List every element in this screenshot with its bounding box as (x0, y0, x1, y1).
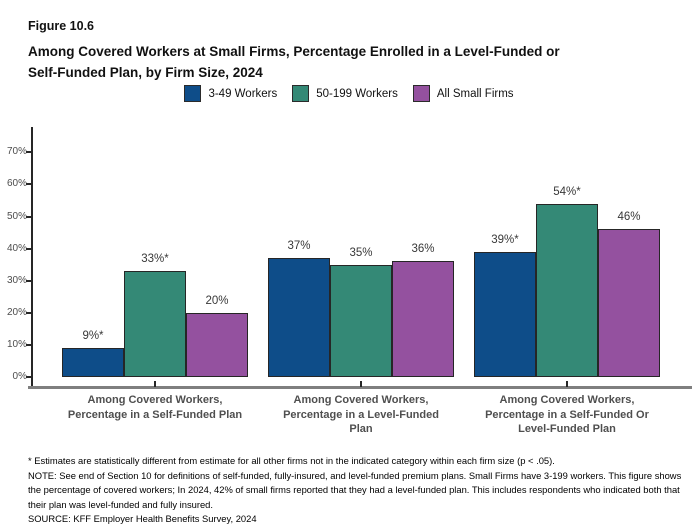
y-axis-tick-label: 30% (6, 274, 27, 286)
bar-3-49-workers-group-2 (268, 258, 330, 377)
y-axis-tick-mark (26, 183, 31, 186)
legend-swatch-50-199-workers (292, 85, 310, 102)
figure-number: Figure 10.6 (28, 19, 94, 33)
bar-value-label: 35% (349, 246, 373, 259)
legend-item-50-199-workers: 50-199 Workers (292, 85, 398, 102)
legend-label: 3-49 Workers (208, 87, 278, 100)
bar-value-label: 9%* (82, 330, 104, 343)
y-axis-tick-label: 10% (6, 338, 27, 350)
legend-item-all-small-firms: All Small Firms (412, 85, 514, 102)
x-axis-tick-mark (566, 381, 568, 387)
chart-legend: 3-49 Workers 50-199 Workers All Small Firm… (0, 85, 698, 102)
legend-swatch-3-49-workers (184, 85, 202, 102)
y-axis-tick-mark (26, 215, 31, 218)
legend-label: 50-199 Workers (316, 87, 398, 100)
footnotes: * Estimates are statistically different … (28, 454, 686, 525)
bar-value-label: 33%* (141, 253, 169, 266)
bar-value-label: 37% (287, 240, 311, 253)
y-axis-tick-label: 40% (6, 242, 27, 254)
chart-header: Figure 10.6 Among Covered Workers at Sma… (28, 19, 668, 83)
bar-50-199-workers-group-2 (330, 264, 392, 377)
bar-50-199-workers-group-3 (536, 203, 598, 377)
y-axis-tick-label: 20% (6, 306, 27, 318)
legend-swatch-all-small-firms (412, 85, 430, 102)
bar-50-199-workers-group-1 (124, 271, 186, 377)
y-axis-tick-mark (26, 247, 31, 250)
bar-value-label: 54%* (553, 185, 581, 198)
chart-title: Among Covered Workers at Small Firms, Pe… (28, 41, 668, 83)
chart-title-line-1: Among Covered Workers at Small Firms, Pe… (28, 44, 560, 59)
bar-value-label: 46% (617, 211, 641, 224)
bar-3-49-workers-group-1 (62, 348, 124, 377)
x-axis-label-group-2: Among Covered Workers, Percentage in a L… (283, 394, 439, 435)
footnote-source: SOURCE: KFF Employer Health Benefits Sur… (28, 513, 257, 525)
bar-value-label: 36% (411, 243, 435, 256)
chart-title-line-2: Self-Funded Plan, by Firm Size, 2024 (28, 65, 263, 80)
bar-all-small-firms-group-2 (392, 261, 454, 377)
bar-value-label: 39%* (491, 233, 519, 246)
x-axis-line (28, 386, 692, 389)
y-axis-tick-label: 70% (6, 146, 27, 158)
y-axis-line (31, 127, 33, 388)
x-axis-label-group-3: Among Covered Workers, Percentage in a S… (485, 394, 649, 435)
x-axis-tick-mark (154, 381, 156, 387)
y-axis-tick-label: 60% (6, 178, 27, 190)
footnote-significance: * Estimates are statistically different … (28, 455, 555, 466)
bar-all-small-firms-group-3 (598, 229, 660, 377)
y-axis-tick-label: 50% (6, 210, 27, 222)
footnote-note: NOTE: See end of Section 10 for definiti… (28, 469, 682, 510)
y-axis-tick-mark (26, 151, 31, 154)
y-axis-tick-mark (26, 343, 31, 346)
x-axis-label-group-1: Among Covered Workers, Percentage in a S… (67, 394, 243, 421)
y-axis-tick-label: 0% (12, 371, 27, 382)
y-axis-tick-mark (26, 311, 31, 314)
legend-item-3-49-workers: 3-49 Workers (184, 85, 277, 102)
y-axis-tick-mark (26, 376, 31, 378)
bar-3-49-workers-group-3 (474, 251, 536, 377)
y-axis-tick-mark (26, 279, 31, 282)
x-axis-tick-mark (360, 381, 362, 387)
bar-value-label: 20% (205, 294, 229, 307)
legend-label: All Small Firms (436, 87, 514, 100)
bar-all-small-firms-group-1 (186, 312, 248, 377)
